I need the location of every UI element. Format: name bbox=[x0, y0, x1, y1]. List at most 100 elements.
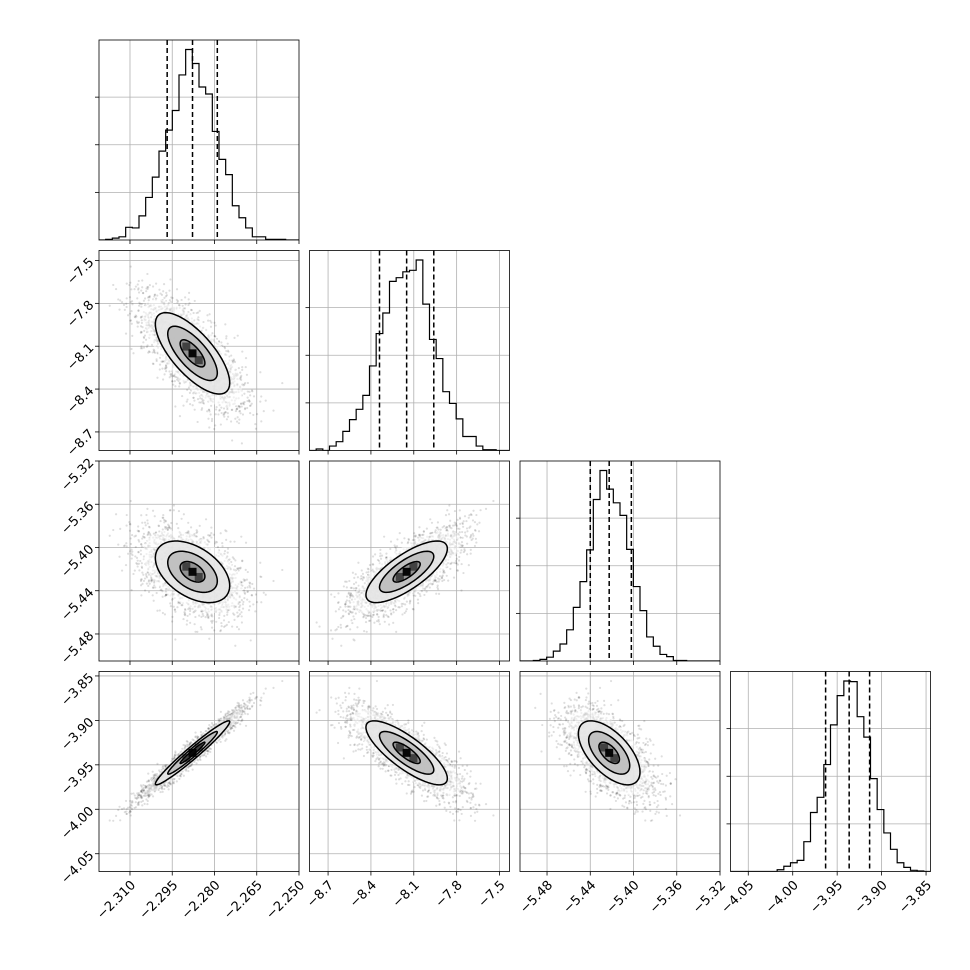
scatter-point bbox=[152, 348, 155, 351]
scatter-point bbox=[189, 621, 192, 624]
scatter-point bbox=[143, 334, 147, 337]
scatter-point bbox=[243, 591, 246, 594]
scatter-point bbox=[142, 291, 145, 295]
scatter-point bbox=[207, 615, 210, 618]
scatter-point bbox=[191, 404, 194, 407]
scatter-point bbox=[237, 422, 241, 425]
scatter-point bbox=[172, 383, 175, 386]
scatter-point bbox=[142, 336, 146, 340]
scatter-point bbox=[137, 530, 141, 533]
scatter-point bbox=[229, 420, 233, 423]
scatter-point bbox=[202, 399, 205, 402]
scatter-point bbox=[173, 379, 176, 383]
scatter-point bbox=[222, 619, 226, 622]
scatter-point bbox=[147, 351, 150, 354]
scatter-point bbox=[226, 611, 229, 614]
scatter-point bbox=[166, 527, 169, 530]
scatter-point bbox=[175, 522, 178, 525]
scatter-point bbox=[136, 325, 139, 328]
scatter-point bbox=[259, 371, 262, 374]
scatter-point bbox=[232, 612, 235, 615]
scatter-point bbox=[251, 582, 254, 586]
scatter-point bbox=[244, 586, 247, 589]
scatter-point bbox=[239, 402, 243, 406]
scatter-point bbox=[210, 417, 214, 421]
y-tick-label: −7.5 bbox=[64, 255, 97, 288]
scatter-point bbox=[213, 321, 216, 324]
scatter-point bbox=[245, 373, 249, 376]
scatter-point bbox=[173, 375, 176, 378]
scatter-point bbox=[196, 630, 199, 633]
scatter-point bbox=[178, 415, 182, 418]
scatter-point bbox=[186, 619, 189, 622]
scatter-point bbox=[147, 573, 151, 576]
scatter-point bbox=[185, 623, 188, 626]
scatter-point bbox=[151, 362, 155, 365]
scatter-point bbox=[226, 555, 229, 558]
scatter-point bbox=[143, 589, 147, 592]
scatter-point bbox=[165, 294, 168, 297]
scatter-point bbox=[207, 533, 210, 537]
scatter-point bbox=[192, 392, 195, 395]
scatter-point bbox=[170, 296, 173, 299]
scatter-point bbox=[241, 383, 244, 386]
scatter-point bbox=[145, 345, 149, 348]
scatter-point bbox=[177, 379, 180, 383]
scatter-point bbox=[137, 530, 140, 533]
scatter-point bbox=[227, 350, 230, 353]
scatter-point bbox=[262, 591, 265, 594]
scatter-point bbox=[162, 513, 165, 517]
scatter-point bbox=[260, 395, 263, 398]
scatter-point bbox=[145, 582, 149, 585]
scatter-point bbox=[205, 614, 209, 617]
scatter-point bbox=[140, 347, 144, 350]
scatter-point bbox=[213, 427, 216, 431]
scatter-point bbox=[200, 397, 204, 401]
scatter-point bbox=[148, 526, 151, 529]
y-tick-label: −7.8 bbox=[64, 298, 97, 331]
scatter-point bbox=[243, 408, 247, 411]
scatter-point bbox=[125, 297, 128, 300]
scatter-point bbox=[182, 513, 185, 516]
scatter-point bbox=[177, 527, 180, 530]
scatter-point bbox=[220, 621, 223, 625]
scatter-point bbox=[248, 581, 251, 584]
scatter-point bbox=[187, 530, 190, 533]
scatter-point bbox=[241, 559, 244, 563]
scatter-point bbox=[146, 344, 149, 347]
scatter-point bbox=[188, 403, 192, 406]
scatter-point bbox=[248, 600, 251, 603]
scatter-point bbox=[243, 596, 246, 600]
scatter-point bbox=[130, 347, 133, 351]
scatter-point bbox=[242, 384, 245, 387]
scatter-point bbox=[241, 350, 244, 353]
scatter-point bbox=[190, 309, 193, 312]
scatter-point bbox=[239, 377, 242, 380]
scatter-point bbox=[244, 357, 248, 360]
scatter-point bbox=[246, 590, 249, 593]
scatter-point bbox=[177, 303, 181, 307]
scatter-point bbox=[219, 532, 222, 535]
scatter-point bbox=[225, 335, 228, 338]
scatter-point bbox=[259, 400, 262, 403]
scatter-point bbox=[242, 600, 245, 604]
scatter-point bbox=[130, 533, 134, 537]
scatter-point bbox=[169, 509, 172, 512]
scatter-point bbox=[238, 613, 242, 616]
scatter-point bbox=[166, 528, 169, 531]
scatter-point bbox=[140, 305, 143, 308]
scatter-point bbox=[125, 545, 128, 548]
scatter-point bbox=[234, 559, 237, 562]
scatter-point bbox=[180, 604, 183, 607]
y-tick-label: −8.4 bbox=[64, 384, 97, 417]
scatter-point bbox=[130, 310, 133, 313]
scatter-point bbox=[147, 295, 151, 298]
scatter-point bbox=[237, 367, 240, 370]
scatter-point bbox=[141, 315, 144, 318]
scatter-point bbox=[231, 625, 234, 628]
scatter-point bbox=[171, 615, 174, 618]
scatter-point bbox=[210, 536, 213, 539]
scatter-point bbox=[214, 324, 217, 327]
scatter-point bbox=[281, 381, 284, 385]
scatter-point bbox=[135, 562, 138, 565]
